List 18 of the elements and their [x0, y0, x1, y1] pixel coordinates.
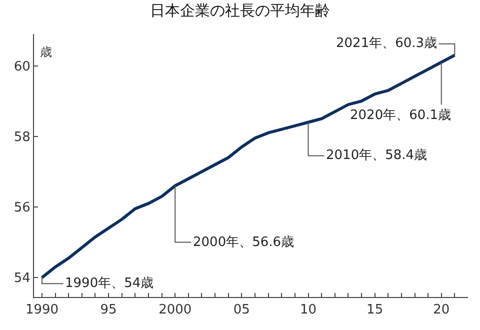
annotation: 2020年、60.1歳: [350, 108, 452, 123]
y-axis-title: 歳: [40, 45, 52, 59]
x-tick-label: 05: [233, 302, 250, 318]
chart-title: 日本企業の社長の平均年齢: [150, 1, 330, 20]
annotation: 2000年、56.6歳: [193, 235, 294, 250]
x-tick-label: 2000: [158, 302, 192, 318]
annotation: 2010年、58.4歳: [326, 148, 428, 163]
y-tick-label: 54: [14, 271, 30, 286]
annotation: 2021年、60.3歳: [336, 36, 438, 51]
y-tick-label: 58: [14, 130, 30, 145]
annotation: 1990年、54歳: [65, 276, 154, 291]
y-tick-label: 56: [14, 200, 30, 216]
y-tick-label: 60: [14, 59, 30, 74]
x-tick-label: 1990: [25, 302, 59, 318]
x-tick-label: 10: [300, 302, 317, 318]
x-tick-label: 20: [433, 302, 450, 318]
x-tick-label: 15: [366, 302, 384, 318]
x-tick-label: 95: [100, 302, 117, 318]
